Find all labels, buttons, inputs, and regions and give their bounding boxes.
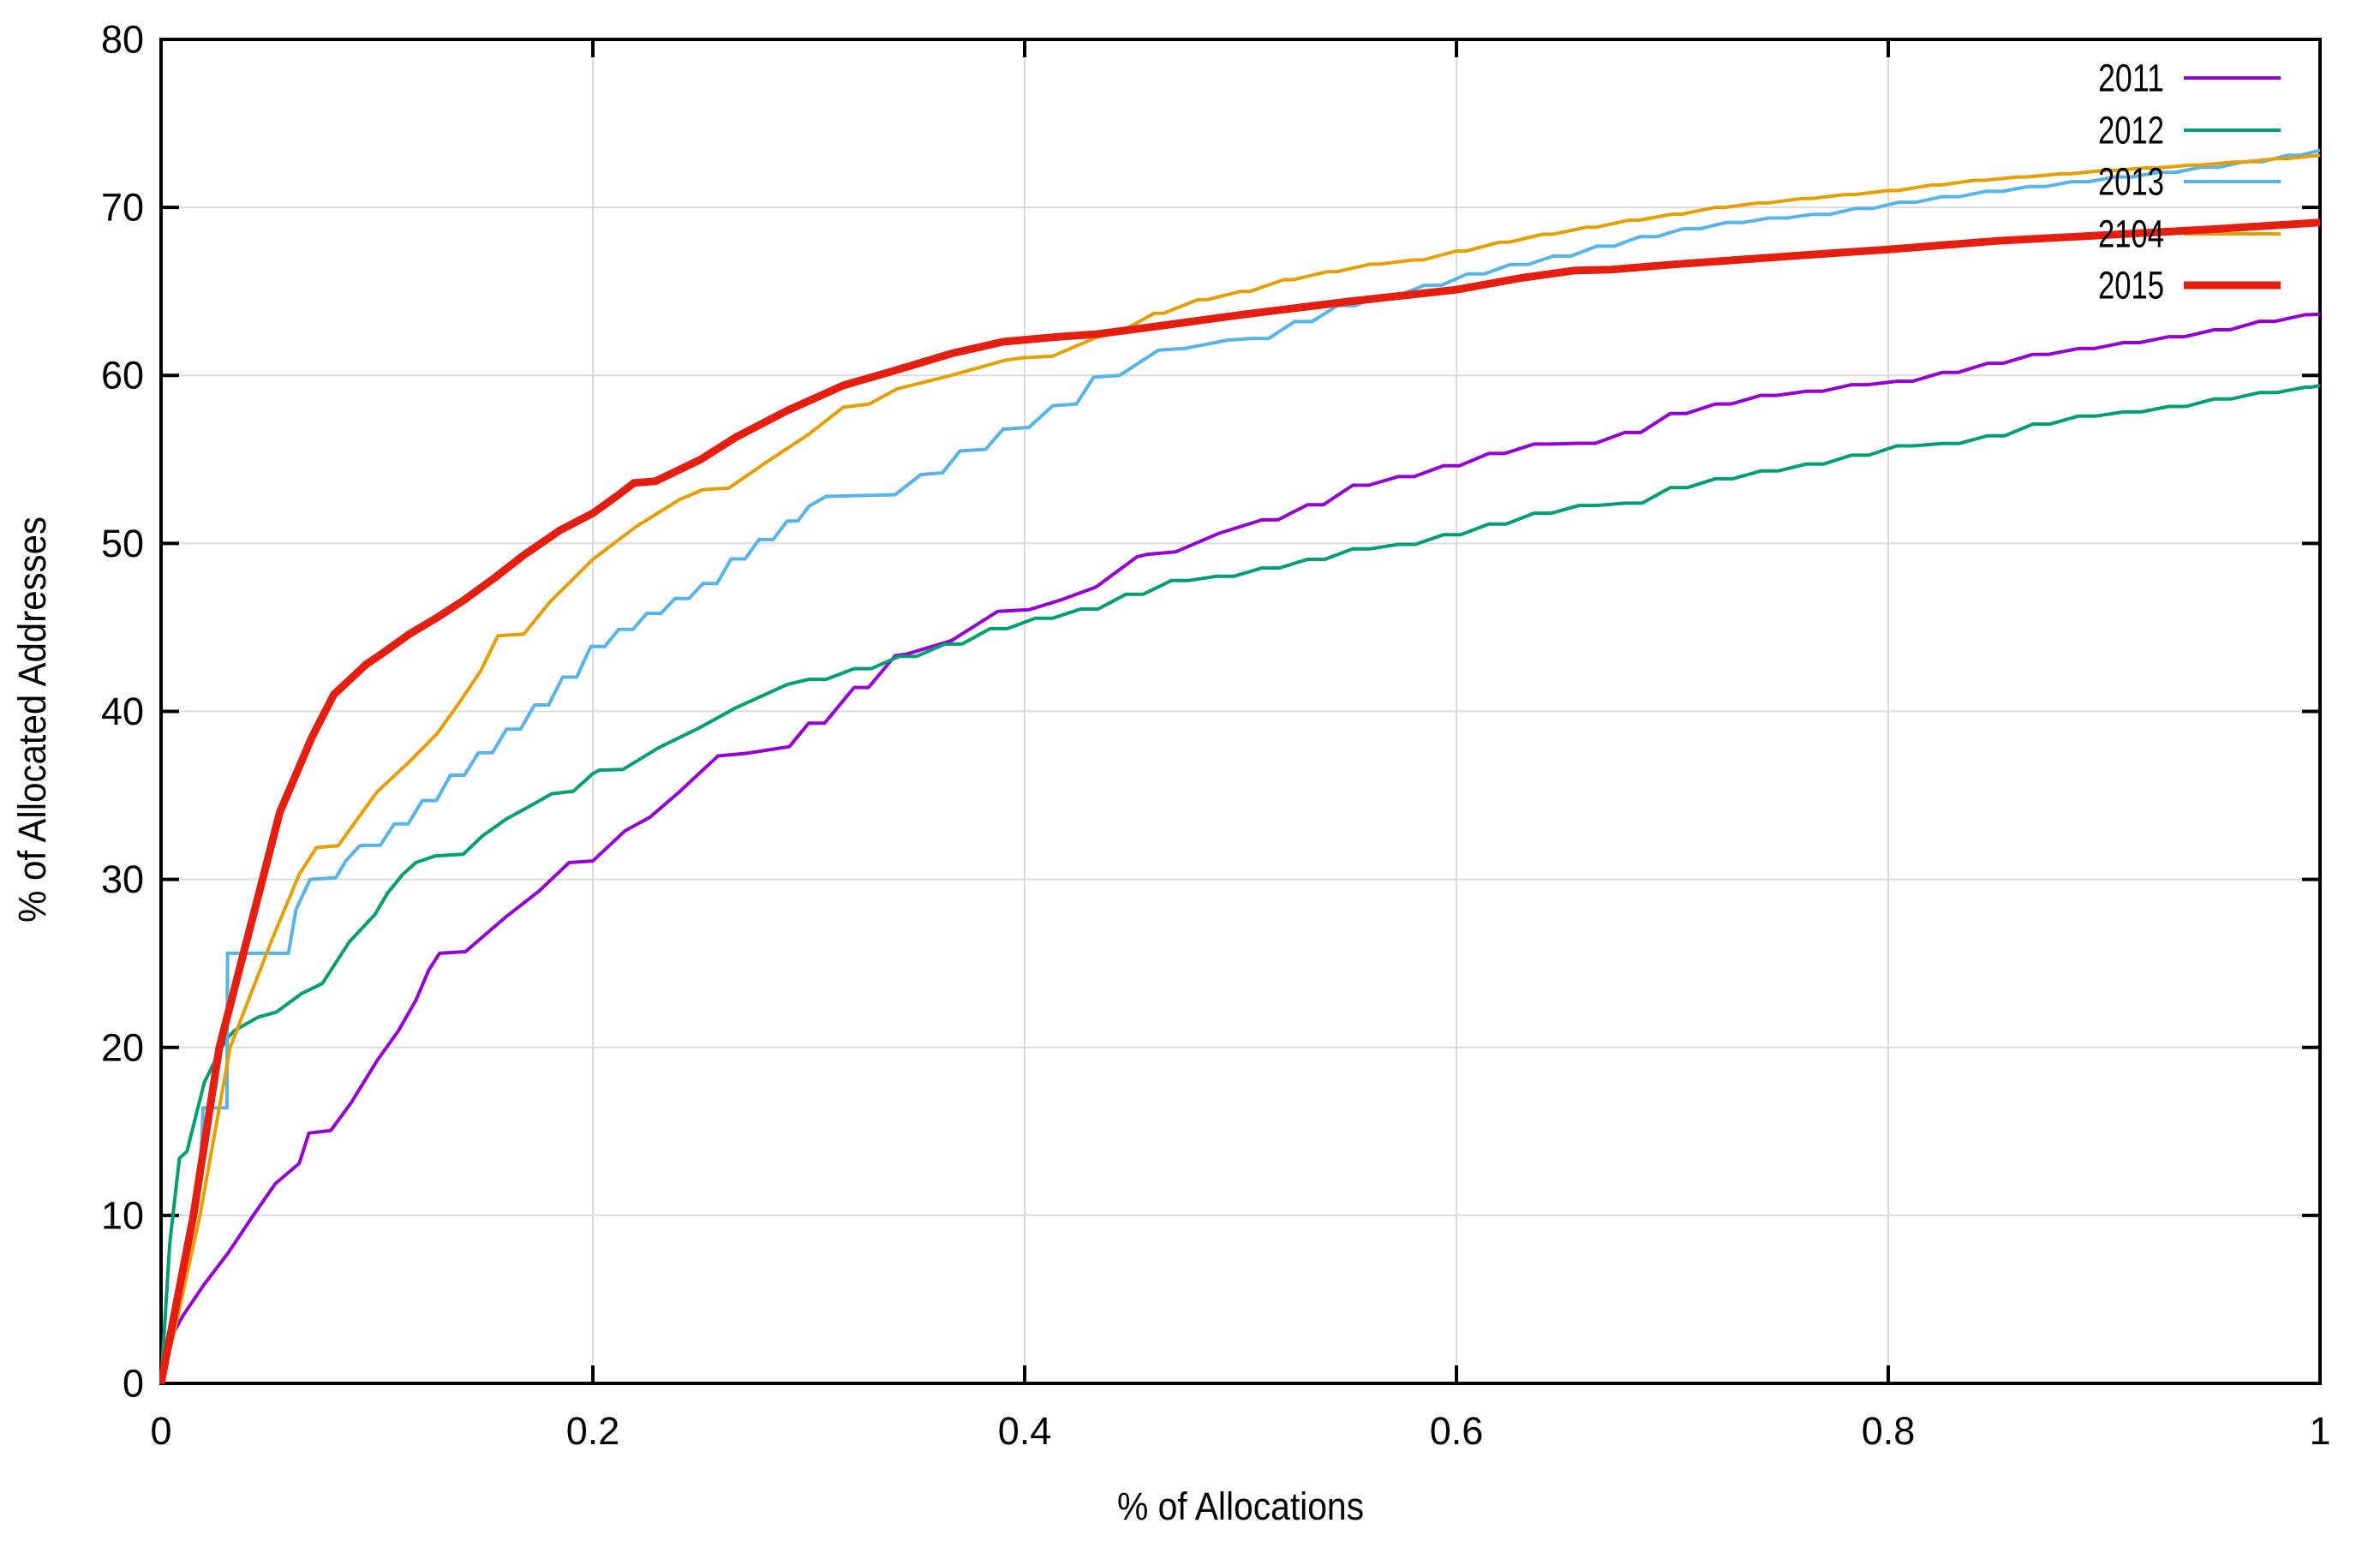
svg-text:2104: 2104 (2098, 212, 2164, 256)
svg-text:0.6: 0.6 (1430, 1409, 1484, 1453)
svg-text:0.4: 0.4 (998, 1409, 1052, 1453)
svg-text:1: 1 (2309, 1409, 2330, 1453)
svg-text:20: 20 (101, 1025, 144, 1069)
svg-text:2015: 2015 (2098, 264, 2164, 308)
svg-text:0: 0 (123, 1362, 144, 1406)
svg-text:10: 10 (101, 1193, 144, 1237)
svg-text:30: 30 (101, 857, 144, 901)
svg-text:2012: 2012 (2098, 109, 2164, 152)
svg-text:50: 50 (101, 522, 144, 565)
svg-text:0.8: 0.8 (1862, 1409, 1916, 1453)
svg-text:60: 60 (101, 354, 144, 397)
svg-text:0: 0 (150, 1409, 171, 1453)
svg-text:70: 70 (101, 186, 144, 230)
svg-text:40: 40 (101, 690, 144, 733)
svg-text:% of Allocated Addresses: % of Allocated Addresses (10, 517, 54, 923)
svg-text:% of Allocations: % of Allocations (1117, 1484, 1364, 1528)
svg-text:2013: 2013 (2098, 160, 2164, 204)
svg-text:0.2: 0.2 (566, 1409, 620, 1453)
svg-text:2011: 2011 (2098, 57, 2164, 100)
svg-text:80: 80 (101, 18, 144, 62)
